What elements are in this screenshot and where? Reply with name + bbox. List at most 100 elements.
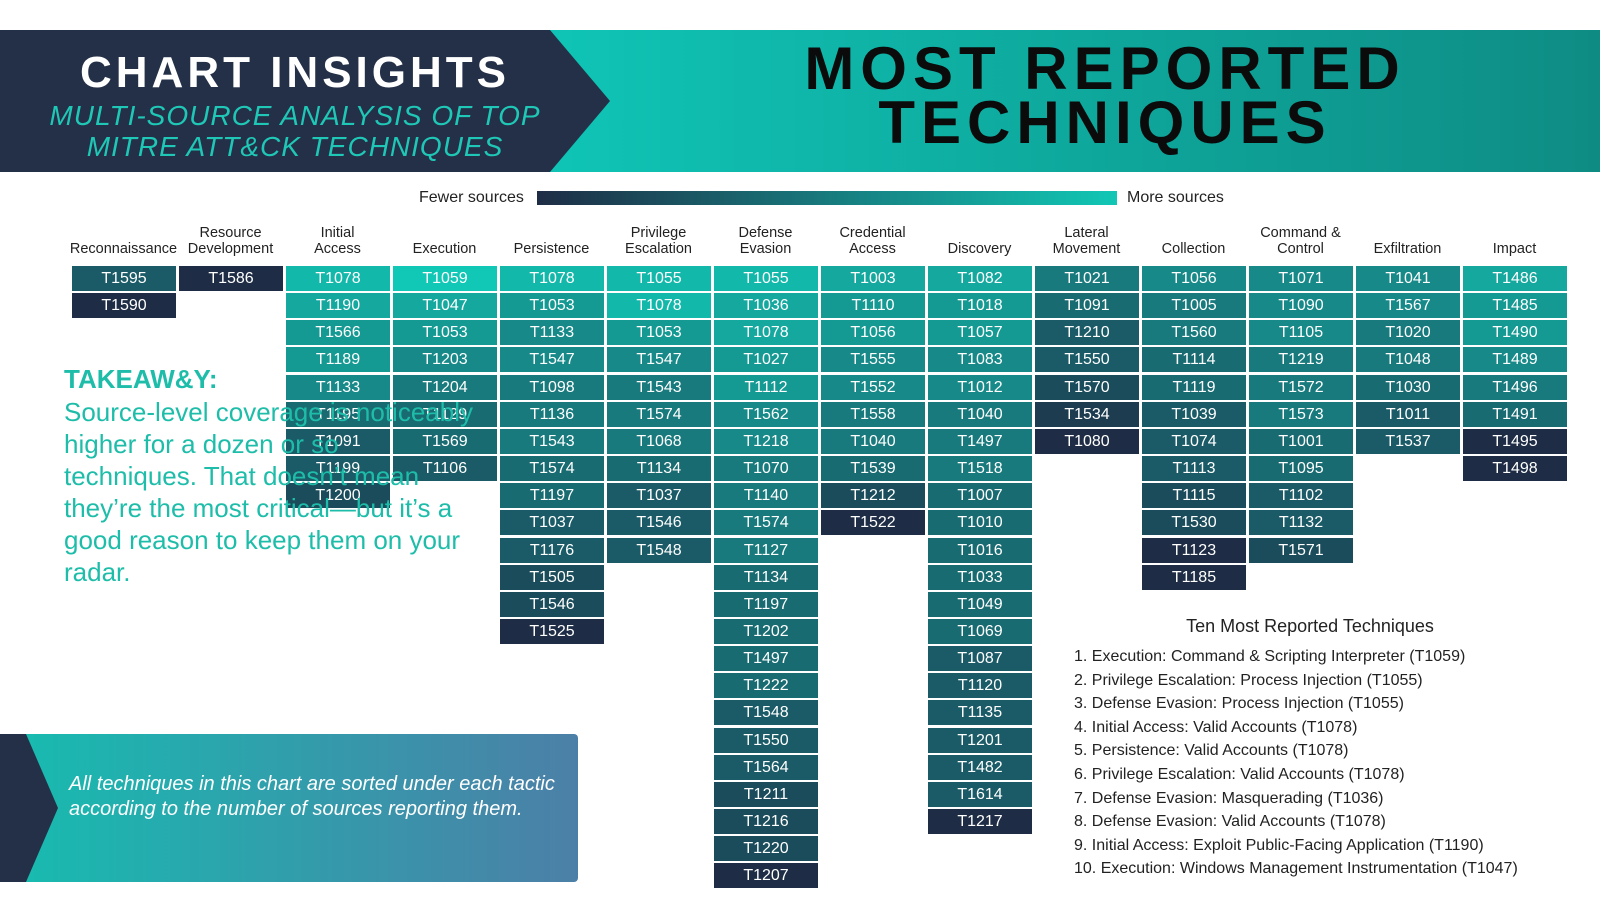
subtitle-line-2: MITRE ATT&CK TECHNIQUES [86, 131, 504, 162]
subtitle-line-1: MULTI-SOURCE ANALYSIS OF TOP [49, 100, 541, 131]
technique-cell: T1113 [1142, 456, 1246, 482]
tactic-header: Collection [1161, 241, 1226, 257]
top10-list: 1. Execution: Command & Scripting Interp… [1074, 645, 1518, 881]
top10-item: 9. Initial Access: Exploit Public-Facing… [1074, 836, 1484, 854]
technique-cell: T1496 [1463, 374, 1567, 400]
technique-cell: T1552 [821, 374, 925, 400]
technique-cell: T1083 [928, 347, 1032, 373]
technique-cell: T1489 [1463, 347, 1567, 373]
technique-cell: T1053 [500, 293, 604, 319]
technique-cell: T1074 [1142, 428, 1246, 454]
tactic-header: Execution [412, 241, 477, 257]
tactic-header: Persistence [513, 241, 590, 257]
legend-low-label: Fewer sources [419, 189, 524, 206]
technique-cell: T1590 [72, 293, 176, 319]
tactic-header: Discovery [947, 241, 1012, 257]
technique-cell: T1053 [607, 320, 711, 346]
technique-cell: T1129 [393, 401, 497, 427]
technique-cell: T1091 [1035, 293, 1139, 319]
takeaway-body: Source-level coverage is noticeably high… [64, 397, 473, 587]
takeaway-heading: TAKEAW&Y: [64, 364, 218, 394]
technique-cell: T1190 [286, 293, 390, 319]
technique-cell: T1071 [1249, 266, 1353, 291]
technique-cell: T1566 [286, 320, 390, 346]
technique-cell: T1586 [179, 266, 283, 291]
header-banner: CHART INSIGHTS MULTI-SOURCE ANALYSIS OF … [0, 30, 1600, 172]
header-navy-chevron [0, 30, 610, 172]
technique-cell: T1211 [714, 781, 818, 807]
technique-cell: T1068 [607, 428, 711, 454]
technique-cell: T1537 [1356, 428, 1460, 454]
top10-item: 10. Execution: Windows Management Instru… [1074, 860, 1518, 878]
tactic-header: Defense Evasion [738, 225, 793, 257]
technique-cell: T1550 [714, 727, 818, 753]
technique-cell: T1595 [72, 266, 176, 291]
technique-cell: T1219 [1249, 347, 1353, 373]
technique-cell: T1200 [286, 483, 390, 509]
technique-cell: T1498 [1463, 456, 1567, 482]
technique-cell: T1037 [500, 510, 604, 536]
technique-cell: T1136 [500, 401, 604, 427]
technique-cell: T1018 [928, 293, 1032, 319]
technique-cell: T1550 [1035, 347, 1139, 373]
technique-cell: T1132 [1249, 510, 1353, 536]
technique-cell: T1555 [821, 347, 925, 373]
page-title-line-1: MOST REPORTED [804, 35, 1406, 102]
technique-cell: T1039 [1142, 401, 1246, 427]
technique-cell: T1569 [393, 428, 497, 454]
technique-cell: T1220 [714, 836, 818, 862]
technique-cell: T1110 [821, 293, 925, 319]
technique-cell: T1518 [928, 456, 1032, 482]
technique-cell: T1571 [1249, 537, 1353, 563]
technique-cell: T1505 [500, 564, 604, 590]
technique-cell: T1048 [1356, 347, 1460, 373]
tactic-header: Initial Access [314, 225, 361, 257]
technique-cell: T1485 [1463, 293, 1567, 319]
technique-cell: T1543 [607, 374, 711, 400]
technique-cell: T1548 [607, 537, 711, 563]
technique-cell: T1212 [821, 483, 925, 509]
technique-cell: T1482 [928, 754, 1032, 780]
page-title: MOST REPORTED TECHNIQUES [610, 35, 1600, 153]
technique-cell: T1534 [1035, 401, 1139, 427]
technique-cell: T1546 [607, 510, 711, 536]
tactic-header: Lateral Movement [1052, 225, 1121, 257]
technique-cell: T1525 [500, 618, 604, 644]
technique-cell: T1040 [821, 428, 925, 454]
technique-cell: T1189 [286, 347, 390, 373]
sorting-note-box: All techniques in this chart are sorted … [0, 734, 578, 882]
technique-cell: T1567 [1356, 293, 1460, 319]
technique-cell: T1497 [714, 646, 818, 672]
top10-item: 3. Defense Evasion: Process Injection (T… [1074, 695, 1404, 713]
technique-cell: T1614 [928, 781, 1032, 807]
technique-cell: T1078 [714, 320, 818, 346]
technique-cell: T1207 [714, 863, 818, 889]
technique-cell: T1201 [928, 727, 1032, 753]
tactic-header: Privilege Escalation [625, 225, 692, 257]
technique-cell: T1012 [928, 374, 1032, 400]
technique-cell: T1001 [1249, 428, 1353, 454]
technique-cell: T1135 [928, 700, 1032, 726]
technique-cell: T1112 [714, 374, 818, 400]
technique-cell: T1547 [607, 347, 711, 373]
technique-cell: T1056 [821, 320, 925, 346]
top10-item: 2. Privilege Escalation: Process Injecti… [1074, 671, 1423, 689]
technique-cell: T1134 [714, 564, 818, 590]
technique-cell: T1547 [500, 347, 604, 373]
note-chevron [0, 734, 58, 882]
technique-cell: T1222 [714, 673, 818, 699]
legend-high-label: More sources [1127, 189, 1224, 206]
technique-cell: T1087 [928, 646, 1032, 672]
technique-cell: T1057 [928, 320, 1032, 346]
technique-cell: T1115 [1142, 483, 1246, 509]
technique-cell: T1095 [1249, 456, 1353, 482]
technique-cell: T1497 [928, 428, 1032, 454]
technique-cell: T1120 [928, 673, 1032, 699]
technique-cell: T1564 [714, 754, 818, 780]
technique-cell: T1204 [393, 374, 497, 400]
technique-cell: T1140 [714, 483, 818, 509]
tactic-header: Credential Access [839, 225, 906, 257]
technique-cell: T1011 [1356, 401, 1460, 427]
technique-cell: T1570 [1035, 374, 1139, 400]
technique-cell: T1176 [500, 537, 604, 563]
